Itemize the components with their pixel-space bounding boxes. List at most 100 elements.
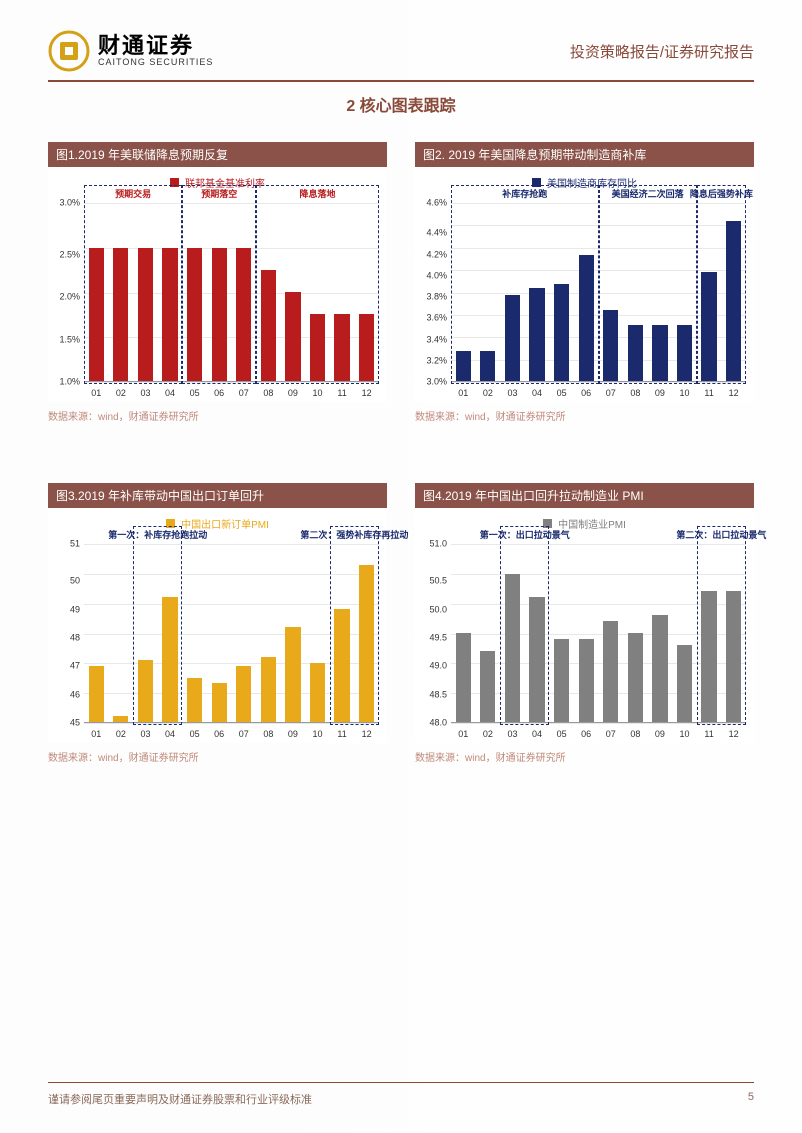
phase-label: 降息后强势补库 (690, 187, 753, 200)
chart-1: 图1.2019 年美联储降息预期反复联邦基金基准利率3.0%2.5%2.0%1.… (48, 142, 387, 423)
bar (113, 248, 128, 382)
bar (456, 351, 471, 381)
bar (261, 270, 276, 381)
bar (310, 663, 325, 722)
bar (89, 248, 104, 382)
chart-source: 数据来源：wind，财通证券研究所 (48, 749, 387, 764)
company-name-en: CAITONG SECURITIES (98, 58, 213, 68)
bar (89, 666, 104, 722)
legend-swatch-icon (532, 178, 541, 187)
page-footer: 谨请参阅尾页重要声明及财通证券股票和行业评级标准 5 (48, 1082, 754, 1107)
y-axis: 51504948474645 (48, 544, 82, 723)
bar (480, 351, 495, 381)
bar (113, 716, 128, 722)
bar (726, 221, 741, 381)
phase-label: 第二次：强势补库存再拉动 (300, 528, 408, 541)
x-axis: 010203040506070809101112 (451, 388, 746, 398)
bar (162, 248, 177, 382)
phase-label: 降息落地 (300, 187, 336, 200)
x-axis: 010203040506070809101112 (84, 388, 379, 398)
chart-3: 图3.2019 年补库带动中国出口订单回升中国出口新订单PMI515049484… (48, 483, 387, 764)
bar (359, 314, 374, 381)
bar (285, 627, 300, 722)
legend-swatch-icon (166, 519, 175, 528)
x-axis: 010203040506070809101112 (84, 729, 379, 739)
bar (187, 678, 202, 723)
bar (212, 683, 227, 722)
bar (677, 325, 692, 381)
bar (505, 574, 520, 722)
legend-swatch-icon (170, 178, 179, 187)
bar (138, 248, 153, 382)
legend-swatch-icon (543, 519, 552, 528)
bar (603, 310, 618, 381)
company-logo-icon (48, 30, 90, 72)
bar (261, 657, 276, 722)
bar (359, 565, 374, 722)
chart-title: 图2. 2019 年美国降息预期带动制造商补库 (415, 142, 754, 167)
chart-2: 图2. 2019 年美国降息预期带动制造商补库美国制造商库存同比4.6%4.4%… (415, 142, 754, 423)
y-axis: 4.6%4.4%4.2%4.0%3.8%3.6%3.4%3.2%3.0% (415, 203, 449, 382)
chart-canvas: 美国制造商库存同比4.6%4.4%4.2%4.0%3.8%3.6%3.4%3.2… (415, 167, 754, 402)
bars-area: 预期交易预期落空降息落地 (84, 203, 379, 382)
bar (726, 591, 741, 722)
chart-canvas: 中国出口新订单PMI51504948474645第一次：补库存抢跑拉动第二次：强… (48, 508, 387, 743)
bar (554, 284, 569, 381)
bar (138, 660, 153, 722)
phase-label: 美国经济二次回落 (612, 187, 684, 200)
bar (505, 295, 520, 381)
bar (212, 248, 227, 382)
y-axis: 3.0%2.5%2.0%1.5%1.0% (48, 203, 82, 382)
bars-area: 第一次：出口拉动景气第二次：出口拉动景气 (451, 544, 746, 723)
bar (579, 255, 594, 381)
footer-disclaimer: 谨请参阅尾页重要声明及财通证券股票和行业评级标准 (48, 1091, 312, 1107)
y-axis: 51.050.550.049.549.048.548.0 (415, 544, 449, 723)
bar (334, 609, 349, 722)
bar (579, 639, 594, 722)
bar (628, 633, 643, 722)
company-name-cn: 财通证券 (98, 34, 213, 58)
chart-canvas: 中国制造业PMI51.050.550.049.549.048.548.0第一次：… (415, 508, 754, 743)
bar (456, 633, 471, 722)
chart-title: 图3.2019 年补库带动中国出口订单回升 (48, 483, 387, 508)
bar (162, 597, 177, 722)
phase-label: 预期落空 (201, 187, 237, 200)
bar (701, 591, 716, 722)
bars-area: 补库存抢跑美国经济二次回落降息后强势补库 (451, 203, 746, 382)
phase-label: 补库存抢跑 (502, 187, 547, 200)
bar (187, 248, 202, 382)
phase-label: 第一次：补库存抢跑拉动 (108, 528, 207, 541)
chart-title: 图4.2019 年中国出口回升拉动制造业 PMI (415, 483, 754, 508)
bar (652, 615, 667, 722)
section-title: 2 核心图表跟踪 (48, 92, 754, 116)
bar (236, 666, 251, 722)
chart-title: 图1.2019 年美联储降息预期反复 (48, 142, 387, 167)
bar (334, 314, 349, 381)
page-header: 财通证券 CAITONG SECURITIES 投资策略报告/证券研究报告 (48, 30, 754, 80)
bar (603, 621, 618, 722)
bar (554, 639, 569, 722)
chart-source: 数据来源：wind，财通证券研究所 (415, 749, 754, 764)
x-axis: 010203040506070809101112 (451, 729, 746, 739)
footer-rule (48, 1082, 754, 1083)
chart-4: 图4.2019 年中国出口回升拉动制造业 PMI中国制造业PMI51.050.5… (415, 483, 754, 764)
phase-label: 第二次：出口拉动景气 (676, 528, 766, 541)
chart-source: 数据来源：wind，财通证券研究所 (48, 408, 387, 423)
bar (529, 288, 544, 381)
bar (652, 325, 667, 381)
bar (285, 292, 300, 381)
page-number: 5 (748, 1091, 754, 1107)
bars-area: 第一次：补库存抢跑拉动第二次：强势补库存再拉动 (84, 544, 379, 723)
bar (529, 597, 544, 722)
chart-canvas: 联邦基金基准利率3.0%2.5%2.0%1.5%1.0%预期交易预期落空降息落地… (48, 167, 387, 402)
phase-label: 预期交易 (115, 187, 151, 200)
phase-label: 第一次：出口拉动景气 (480, 528, 570, 541)
chart-source: 数据来源：wind，财通证券研究所 (415, 408, 754, 423)
bar (677, 645, 692, 722)
logo: 财通证券 CAITONG SECURITIES (48, 30, 213, 72)
bar (480, 651, 495, 722)
bar (701, 272, 716, 381)
bar (236, 248, 251, 382)
report-type: 投资策略报告/证券研究报告 (570, 41, 754, 62)
header-rule (48, 80, 754, 82)
